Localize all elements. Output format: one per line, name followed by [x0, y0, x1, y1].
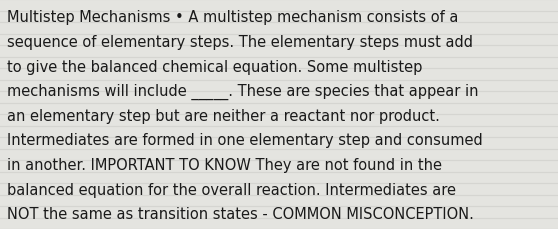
Text: NOT the same as transition states - COMMON MISCONCEPTION.: NOT the same as transition states - COMM…: [7, 206, 474, 221]
Text: an elementary step but are neither a reactant nor product.: an elementary step but are neither a rea…: [7, 108, 440, 123]
Text: mechanisms will include _____. These are species that appear in: mechanisms will include _____. These are…: [7, 84, 479, 100]
Text: sequence of elementary steps. The elementary steps must add: sequence of elementary steps. The elemen…: [7, 35, 473, 50]
Text: in another. IMPORTANT TO KNOW They are not found in the: in another. IMPORTANT TO KNOW They are n…: [7, 157, 442, 172]
Text: to give the balanced chemical equation. Some multistep: to give the balanced chemical equation. …: [7, 59, 422, 74]
Text: Intermediates are formed in one elementary step and consumed: Intermediates are formed in one elementa…: [7, 133, 483, 148]
Text: Multistep Mechanisms • A multistep mechanism consists of a: Multistep Mechanisms • A multistep mecha…: [7, 10, 459, 25]
Text: balanced equation for the overall reaction. Intermediates are: balanced equation for the overall reacti…: [7, 182, 456, 197]
